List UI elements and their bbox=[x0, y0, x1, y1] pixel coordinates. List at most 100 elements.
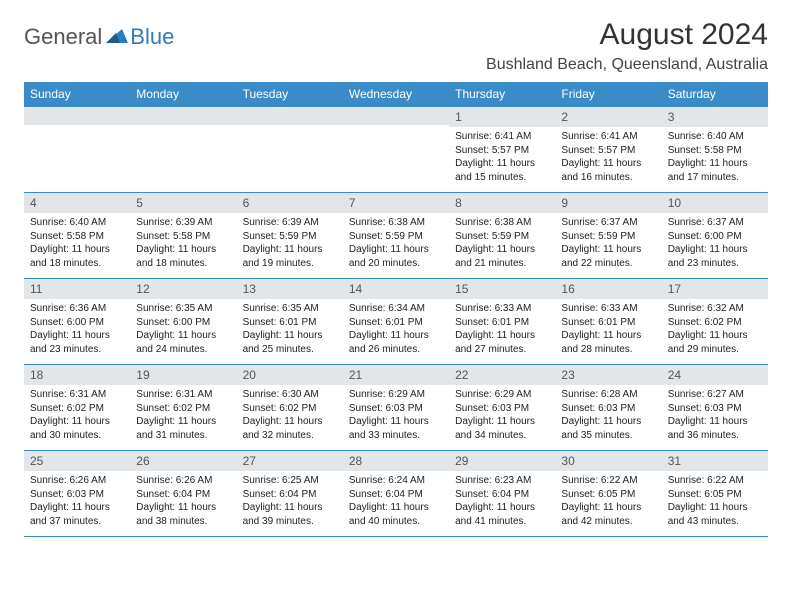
day-detail-line: Sunset: 6:02 PM bbox=[243, 402, 337, 416]
day-detail-line: Sunset: 6:02 PM bbox=[136, 402, 230, 416]
day-number: 2 bbox=[555, 107, 661, 127]
day-details: Sunrise: 6:28 AMSunset: 6:03 PMDaylight:… bbox=[555, 385, 661, 446]
day-details: Sunrise: 6:24 AMSunset: 6:04 PMDaylight:… bbox=[343, 471, 449, 532]
day-detail-line: Sunset: 6:03 PM bbox=[30, 488, 124, 502]
day-header: Tuesday bbox=[237, 82, 343, 107]
day-detail-line: and 25 minutes. bbox=[243, 343, 337, 357]
day-number: 1 bbox=[449, 107, 555, 127]
day-detail-line: and 35 minutes. bbox=[561, 429, 655, 443]
calendar-cell: 4Sunrise: 6:40 AMSunset: 5:58 PMDaylight… bbox=[24, 193, 130, 279]
day-number: 18 bbox=[24, 365, 130, 385]
day-details bbox=[343, 125, 449, 132]
day-detail-line: Sunset: 6:03 PM bbox=[455, 402, 549, 416]
day-detail-line: and 18 minutes. bbox=[30, 257, 124, 271]
day-detail-line: Sunrise: 6:40 AM bbox=[668, 130, 762, 144]
day-number: 11 bbox=[24, 279, 130, 299]
calendar-cell: 15Sunrise: 6:33 AMSunset: 6:01 PMDayligh… bbox=[449, 279, 555, 365]
day-number: 26 bbox=[130, 451, 236, 471]
day-detail-line: Sunrise: 6:38 AM bbox=[349, 216, 443, 230]
day-detail-line: and 18 minutes. bbox=[136, 257, 230, 271]
day-detail-line: Sunrise: 6:27 AM bbox=[668, 388, 762, 402]
calendar-cell bbox=[237, 107, 343, 193]
day-detail-line: Sunset: 6:03 PM bbox=[561, 402, 655, 416]
day-detail-line: and 37 minutes. bbox=[30, 515, 124, 529]
day-detail-line: Sunset: 6:04 PM bbox=[349, 488, 443, 502]
day-details: Sunrise: 6:29 AMSunset: 6:03 PMDaylight:… bbox=[449, 385, 555, 446]
day-detail-line: Sunrise: 6:41 AM bbox=[455, 130, 549, 144]
day-details: Sunrise: 6:27 AMSunset: 6:03 PMDaylight:… bbox=[662, 385, 768, 446]
day-detail-line: Daylight: 11 hours bbox=[243, 329, 337, 343]
calendar-cell: 18Sunrise: 6:31 AMSunset: 6:02 PMDayligh… bbox=[24, 365, 130, 451]
day-detail-line: and 39 minutes. bbox=[243, 515, 337, 529]
calendar-cell: 6Sunrise: 6:39 AMSunset: 5:59 PMDaylight… bbox=[237, 193, 343, 279]
calendar-cell bbox=[130, 107, 236, 193]
day-details: Sunrise: 6:32 AMSunset: 6:02 PMDaylight:… bbox=[662, 299, 768, 360]
day-number bbox=[343, 107, 449, 125]
calendar-cell bbox=[343, 107, 449, 193]
day-detail-line: Sunrise: 6:38 AM bbox=[455, 216, 549, 230]
day-detail-line: Sunrise: 6:35 AM bbox=[136, 302, 230, 316]
day-detail-line: Sunrise: 6:26 AM bbox=[136, 474, 230, 488]
day-detail-line: and 27 minutes. bbox=[455, 343, 549, 357]
day-detail-line: Sunset: 5:58 PM bbox=[668, 144, 762, 158]
day-detail-line: Sunrise: 6:32 AM bbox=[668, 302, 762, 316]
day-detail-line: Sunrise: 6:22 AM bbox=[561, 474, 655, 488]
day-detail-line: Daylight: 11 hours bbox=[668, 157, 762, 171]
day-number: 5 bbox=[130, 193, 236, 213]
day-details: Sunrise: 6:39 AMSunset: 5:59 PMDaylight:… bbox=[237, 213, 343, 274]
day-number: 13 bbox=[237, 279, 343, 299]
day-detail-line: Sunrise: 6:37 AM bbox=[561, 216, 655, 230]
day-details: Sunrise: 6:35 AMSunset: 6:00 PMDaylight:… bbox=[130, 299, 236, 360]
day-detail-line: Sunrise: 6:31 AM bbox=[30, 388, 124, 402]
day-detail-line: Sunrise: 6:39 AM bbox=[243, 216, 337, 230]
day-detail-line: Sunrise: 6:39 AM bbox=[136, 216, 230, 230]
day-detail-line: Daylight: 11 hours bbox=[668, 329, 762, 343]
day-details bbox=[24, 125, 130, 132]
day-detail-line: and 22 minutes. bbox=[561, 257, 655, 271]
day-detail-line: Daylight: 11 hours bbox=[668, 501, 762, 515]
calendar-cell: 2Sunrise: 6:41 AMSunset: 5:57 PMDaylight… bbox=[555, 107, 661, 193]
day-detail-line: Daylight: 11 hours bbox=[30, 329, 124, 343]
day-detail-line: and 29 minutes. bbox=[668, 343, 762, 357]
day-details: Sunrise: 6:40 AMSunset: 5:58 PMDaylight:… bbox=[24, 213, 130, 274]
day-detail-line: and 23 minutes. bbox=[30, 343, 124, 357]
day-detail-line: Daylight: 11 hours bbox=[349, 329, 443, 343]
calendar-cell: 31Sunrise: 6:22 AMSunset: 6:05 PMDayligh… bbox=[662, 451, 768, 537]
month-title: August 2024 bbox=[486, 18, 768, 52]
day-detail-line: Sunset: 6:00 PM bbox=[30, 316, 124, 330]
day-details: Sunrise: 6:37 AMSunset: 5:59 PMDaylight:… bbox=[555, 213, 661, 274]
day-detail-line: Daylight: 11 hours bbox=[30, 501, 124, 515]
day-detail-line: Sunset: 6:01 PM bbox=[349, 316, 443, 330]
day-detail-line: Daylight: 11 hours bbox=[349, 415, 443, 429]
day-detail-line: Daylight: 11 hours bbox=[455, 329, 549, 343]
day-number: 4 bbox=[24, 193, 130, 213]
day-number: 22 bbox=[449, 365, 555, 385]
day-detail-line: Sunrise: 6:37 AM bbox=[668, 216, 762, 230]
day-detail-line: Sunset: 5:58 PM bbox=[30, 230, 124, 244]
calendar-week: 1Sunrise: 6:41 AMSunset: 5:57 PMDaylight… bbox=[24, 107, 768, 193]
day-detail-line: Sunrise: 6:25 AM bbox=[243, 474, 337, 488]
day-detail-line: Sunrise: 6:31 AM bbox=[136, 388, 230, 402]
calendar-cell: 23Sunrise: 6:28 AMSunset: 6:03 PMDayligh… bbox=[555, 365, 661, 451]
calendar-cell: 25Sunrise: 6:26 AMSunset: 6:03 PMDayligh… bbox=[24, 451, 130, 537]
day-detail-line: Sunset: 6:04 PM bbox=[136, 488, 230, 502]
calendar-week: 4Sunrise: 6:40 AMSunset: 5:58 PMDaylight… bbox=[24, 193, 768, 279]
day-number: 31 bbox=[662, 451, 768, 471]
calendar-cell: 13Sunrise: 6:35 AMSunset: 6:01 PMDayligh… bbox=[237, 279, 343, 365]
day-detail-line: Daylight: 11 hours bbox=[30, 415, 124, 429]
day-detail-line: Sunrise: 6:26 AM bbox=[30, 474, 124, 488]
day-detail-line: and 40 minutes. bbox=[349, 515, 443, 529]
calendar-cell bbox=[24, 107, 130, 193]
day-detail-line: Sunset: 6:04 PM bbox=[455, 488, 549, 502]
day-number: 15 bbox=[449, 279, 555, 299]
day-details: Sunrise: 6:23 AMSunset: 6:04 PMDaylight:… bbox=[449, 471, 555, 532]
day-number bbox=[24, 107, 130, 125]
day-detail-line: and 31 minutes. bbox=[136, 429, 230, 443]
calendar-cell: 11Sunrise: 6:36 AMSunset: 6:00 PMDayligh… bbox=[24, 279, 130, 365]
day-detail-line: Sunrise: 6:30 AM bbox=[243, 388, 337, 402]
day-details: Sunrise: 6:41 AMSunset: 5:57 PMDaylight:… bbox=[555, 127, 661, 188]
day-detail-line: Daylight: 11 hours bbox=[455, 415, 549, 429]
day-number: 10 bbox=[662, 193, 768, 213]
day-number: 24 bbox=[662, 365, 768, 385]
calendar-cell: 19Sunrise: 6:31 AMSunset: 6:02 PMDayligh… bbox=[130, 365, 236, 451]
